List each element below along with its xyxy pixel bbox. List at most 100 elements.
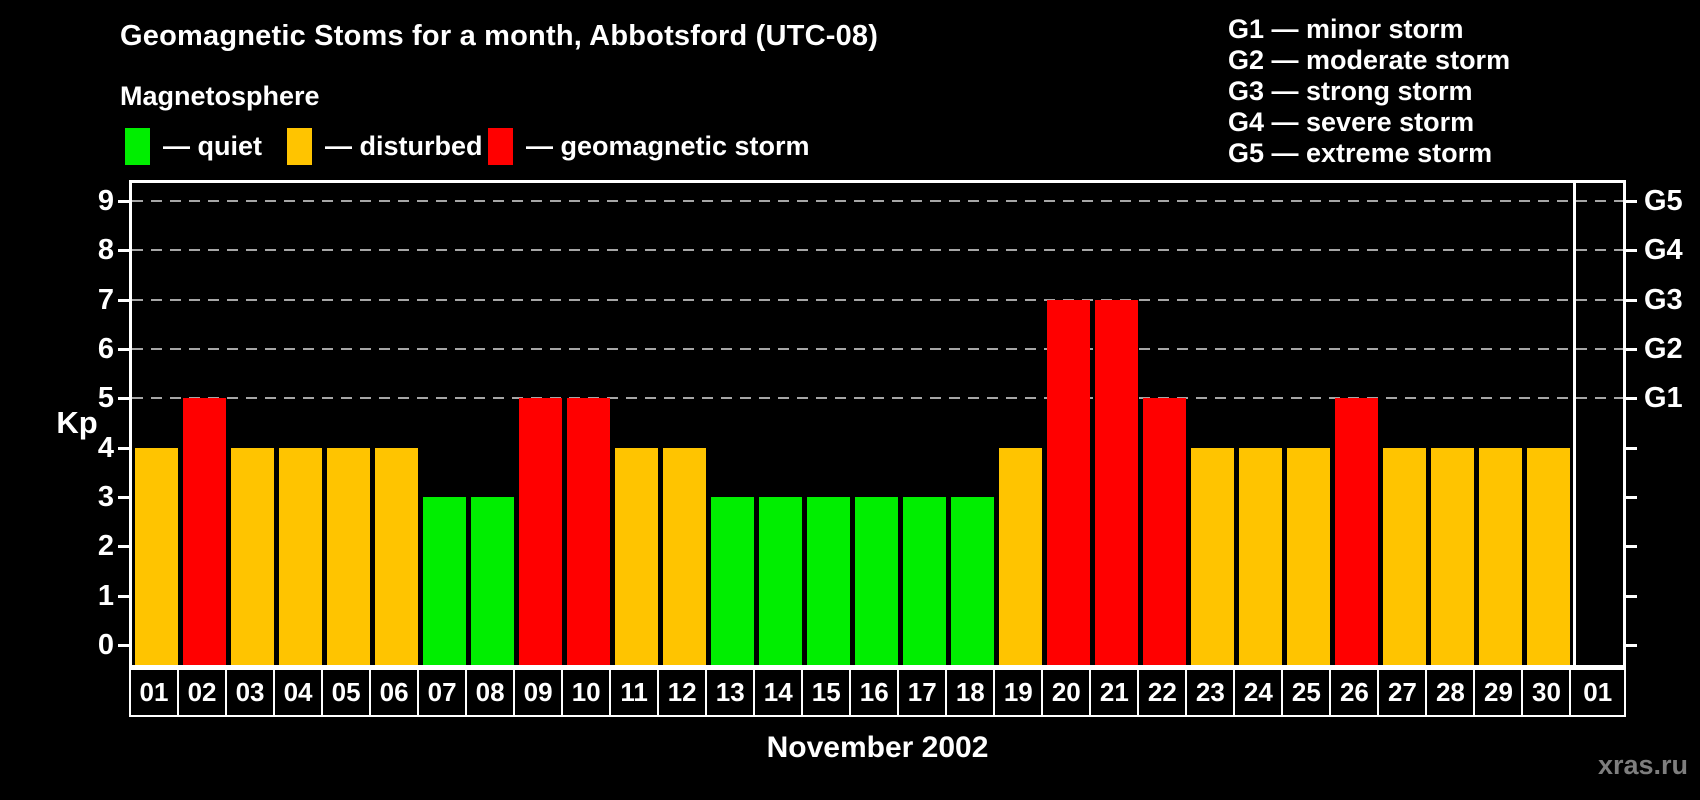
x-axis-title: November 2002 (766, 731, 989, 764)
kp-tick-label-1: 1 (97, 579, 114, 612)
legend-item-disturbed: — disturbed (287, 128, 483, 165)
kp-tick-label-8: 8 (97, 234, 114, 267)
kp-tick-0 (118, 644, 129, 647)
day-label-22: 22 (1139, 670, 1188, 715)
right-tick-0 (1626, 644, 1637, 647)
bar-day-21 (1095, 299, 1139, 665)
right-tick-8 (1626, 249, 1637, 253)
day-label-05: 05 (323, 670, 372, 715)
bar-day-12 (662, 447, 706, 665)
plot-area (129, 180, 1626, 668)
bar-day-28 (1431, 447, 1475, 665)
g-legend-line-g1: G1 — minor storm (1228, 14, 1464, 44)
day-label-25: 25 (1283, 670, 1332, 715)
bar-day-07 (422, 497, 466, 665)
plot-inner (132, 183, 1623, 665)
bar-day-22 (1143, 398, 1187, 665)
kp-tick-8 (118, 249, 129, 253)
kp-tick-9 (118, 200, 129, 204)
next-month-separator (1573, 183, 1576, 665)
g-label-g4: G4 (1644, 234, 1683, 267)
day-label-18: 18 (947, 670, 996, 715)
kp-tick-label-7: 7 (97, 283, 114, 316)
day-label-21: 21 (1091, 670, 1140, 715)
bar-day-10 (566, 398, 610, 665)
x-axis-day-labels: 01 02 03 04 05 06 07 08 09 10 11 12 13 14 15 16 17 18 19 20… (129, 668, 1626, 717)
legend-item-quiet: — quiet (125, 128, 262, 165)
day-label-07: 07 (419, 670, 468, 715)
day-label-19: 19 (995, 670, 1044, 715)
bar-day-26 (1335, 398, 1379, 665)
day-label-17: 17 (899, 670, 948, 715)
kp-tick-3 (118, 496, 129, 499)
gridline-g1 (132, 397, 1623, 400)
day-label-04: 04 (275, 670, 324, 715)
g-label-g3: G3 (1644, 283, 1683, 316)
right-tick-2 (1626, 545, 1637, 549)
day-label-11: 11 (611, 670, 660, 715)
bar-day-15 (806, 497, 850, 665)
day-label-15: 15 (803, 670, 852, 715)
next-month-day-label: 01 (1583, 677, 1613, 707)
kp-tick-label-3: 3 (97, 481, 114, 513)
legend-label-storm: — geomagnetic storm (526, 131, 810, 161)
right-tick-5 (1626, 397, 1637, 401)
bar-day-24 (1239, 447, 1283, 665)
kp-tick-label-2: 2 (97, 530, 114, 563)
day-label-02: 02 (179, 670, 228, 715)
bar-day-20 (1047, 299, 1091, 665)
bar-day-02 (182, 398, 226, 665)
g-label-g5: G5 (1644, 185, 1683, 218)
legend-label-quiet: — quiet (163, 131, 262, 161)
g-label-g1: G1 (1644, 382, 1683, 415)
kp-tick-label-6: 6 (97, 333, 114, 366)
right-tick-3 (1626, 496, 1637, 499)
bar-day-30 (1527, 447, 1571, 665)
legend-label-disturbed: — disturbed (325, 131, 483, 161)
day-label-06: 06 (371, 670, 420, 715)
kp-tick-label-5: 5 (97, 382, 114, 415)
storm-swatch-icon (488, 128, 513, 165)
bar-day-05 (326, 447, 370, 665)
xras-watermark: xras.ru (1597, 750, 1688, 780)
day-label-23: 23 (1187, 670, 1236, 715)
day-label-01: 01 (131, 670, 180, 715)
bar-day-14 (758, 497, 802, 665)
g-legend-line-g2: G2 — moderate storm (1228, 45, 1511, 75)
gridline-g4 (132, 249, 1623, 252)
right-tick-9 (1626, 200, 1637, 204)
day-label-14: 14 (755, 670, 804, 715)
bar-day-17 (903, 497, 947, 665)
kp-tick-2 (118, 545, 129, 549)
day-label-20: 20 (1043, 670, 1092, 715)
day-label-13: 13 (707, 670, 756, 715)
day-label-28: 28 (1427, 670, 1476, 715)
bar-day-03 (230, 447, 274, 665)
day-label-03: 03 (227, 670, 276, 715)
y-axis-label-kp: Kp (56, 405, 98, 440)
kp-tick-label-9: 9 (97, 185, 114, 218)
day-label-12: 12 (659, 670, 708, 715)
right-tick-4 (1626, 446, 1637, 450)
kp-tick-5 (118, 397, 129, 401)
right-tick-7 (1626, 298, 1637, 302)
day-label-30: 30 (1523, 670, 1572, 715)
bar-day-25 (1287, 447, 1331, 665)
day-label-24: 24 (1235, 670, 1284, 715)
gridline-g3 (132, 298, 1623, 301)
quiet-swatch-icon (125, 128, 150, 165)
g-label-g2: G2 (1644, 333, 1683, 366)
bar-day-23 (1191, 447, 1235, 665)
day-label-29: 29 (1475, 670, 1524, 715)
day-label-08: 08 (467, 670, 516, 715)
bar-day-11 (614, 447, 658, 665)
legend-item-storm: — geomagnetic storm (488, 128, 810, 165)
kp-tick-1 (118, 594, 129, 598)
gridline-g5 (132, 200, 1623, 203)
bar-day-09 (518, 398, 562, 665)
bar-day-27 (1383, 447, 1427, 665)
bar-day-13 (710, 497, 754, 665)
disturbed-swatch-icon (287, 128, 312, 165)
bar-day-08 (470, 497, 514, 665)
g-legend-line-g4: G4 — severe storm (1228, 107, 1475, 137)
